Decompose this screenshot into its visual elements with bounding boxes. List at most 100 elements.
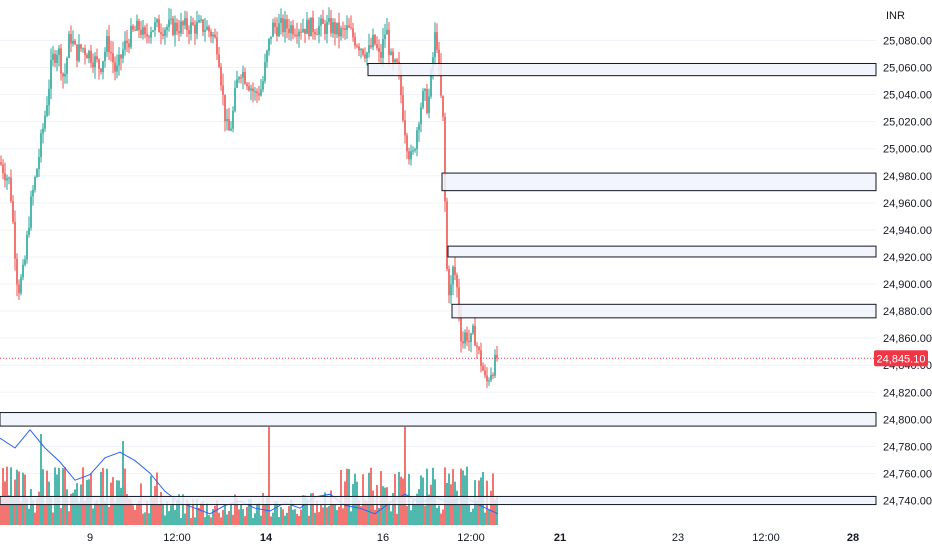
volume-bar (122, 441, 124, 525)
candle-body (426, 89, 428, 113)
time-tick-label: 14 (260, 532, 273, 544)
candle-body (466, 332, 468, 341)
candle-body (384, 34, 386, 40)
candle-body (24, 259, 26, 265)
time-tick-label: 23 (672, 532, 684, 544)
candle-body (230, 128, 232, 131)
candle-body (148, 36, 150, 38)
candle-body (174, 22, 176, 35)
candle-body (192, 22, 194, 25)
candle-body (406, 135, 408, 152)
candle-body (60, 48, 62, 74)
candle-body (236, 79, 238, 88)
volume-bar (476, 499, 478, 525)
candle-body (32, 189, 34, 197)
volume-bar (372, 490, 374, 525)
price-zones[interactable] (0, 62, 877, 506)
candle-body (336, 22, 338, 35)
price-tick-label: 24,880.00 (883, 306, 932, 318)
candle-body (26, 234, 28, 260)
candle-body (314, 32, 316, 35)
price-axis[interactable]: INR 25,080.00 25,060.00 25,040.00 25,020.00… (883, 10, 932, 508)
candle-body (154, 22, 156, 31)
candle-body (462, 341, 464, 344)
volume-bar (126, 494, 128, 525)
candle-body (92, 62, 94, 68)
candle-body (468, 340, 470, 343)
candle-body (150, 31, 152, 38)
candle-body (472, 325, 474, 334)
volume-bar (284, 515, 286, 525)
volume-bar (310, 493, 312, 525)
candle-body (370, 45, 372, 48)
candle-body (200, 19, 202, 21)
candle-body (452, 266, 454, 285)
candle-body (190, 22, 192, 35)
volume-bar (290, 499, 292, 525)
volume-bar (196, 498, 198, 525)
volume-bar (260, 515, 262, 525)
candle-body (380, 51, 382, 58)
candle-body (136, 20, 138, 31)
candle-body (36, 169, 38, 178)
candle-body (464, 332, 466, 344)
time-tick-label: 9 (87, 532, 93, 544)
price-tick-label: 24,900.00 (883, 279, 932, 291)
volume-bar (148, 513, 150, 525)
volume-bar (214, 505, 216, 525)
volume-bar (274, 501, 276, 525)
volume-bar (428, 494, 430, 525)
volume-bar (78, 502, 80, 525)
price-tick-label: 24,960.00 (883, 198, 932, 210)
candle-body (242, 71, 244, 78)
candle-body (492, 374, 494, 376)
volume-bar (272, 512, 274, 525)
candle-body (256, 91, 258, 94)
candle-body (366, 52, 368, 59)
volume-bar (170, 505, 172, 525)
volume-bar (190, 518, 192, 525)
volume-bar (250, 499, 252, 525)
price-tick-label: 24,920.00 (883, 252, 932, 264)
volume-bar (456, 490, 458, 525)
candle-body (114, 62, 116, 72)
volume-bar (220, 517, 222, 525)
volume-bar (206, 502, 208, 525)
candle-body (38, 157, 40, 170)
candle-body (216, 37, 218, 55)
candle-body (184, 18, 186, 26)
candle-body (104, 51, 106, 62)
candle-body (142, 27, 144, 35)
volume-bar (342, 508, 344, 525)
candle-body (176, 22, 178, 32)
candle-body (422, 90, 424, 108)
price-tick-label: 24,980.00 (883, 171, 932, 183)
candle-body (316, 34, 318, 36)
volume-bar (270, 516, 272, 525)
candle-body (244, 71, 246, 84)
price-tick-label: 24,760.00 (883, 468, 932, 480)
volume-bar (154, 486, 156, 525)
candle-body (286, 19, 288, 29)
volume-bar (418, 489, 420, 525)
candle-body (78, 44, 80, 61)
candle-body (94, 56, 96, 68)
candle-body (6, 178, 8, 181)
candle-body (56, 54, 58, 64)
volume-bar (92, 508, 94, 525)
candle-body (134, 29, 136, 31)
candle-body (198, 20, 200, 23)
candle-body (480, 350, 482, 366)
volume-bar (436, 507, 438, 525)
candle-body (442, 95, 444, 117)
volume-bar (176, 501, 178, 525)
volume-bar (94, 502, 96, 525)
candle-body (58, 48, 60, 55)
candle-body (98, 59, 100, 69)
time-axis[interactable]: 9 12:00 14 16 12:00 21 23 12:00 28 (87, 532, 859, 544)
candle-body (340, 28, 342, 37)
candle-body (282, 18, 284, 33)
candle-body (272, 22, 274, 37)
volume-bar (282, 509, 284, 525)
